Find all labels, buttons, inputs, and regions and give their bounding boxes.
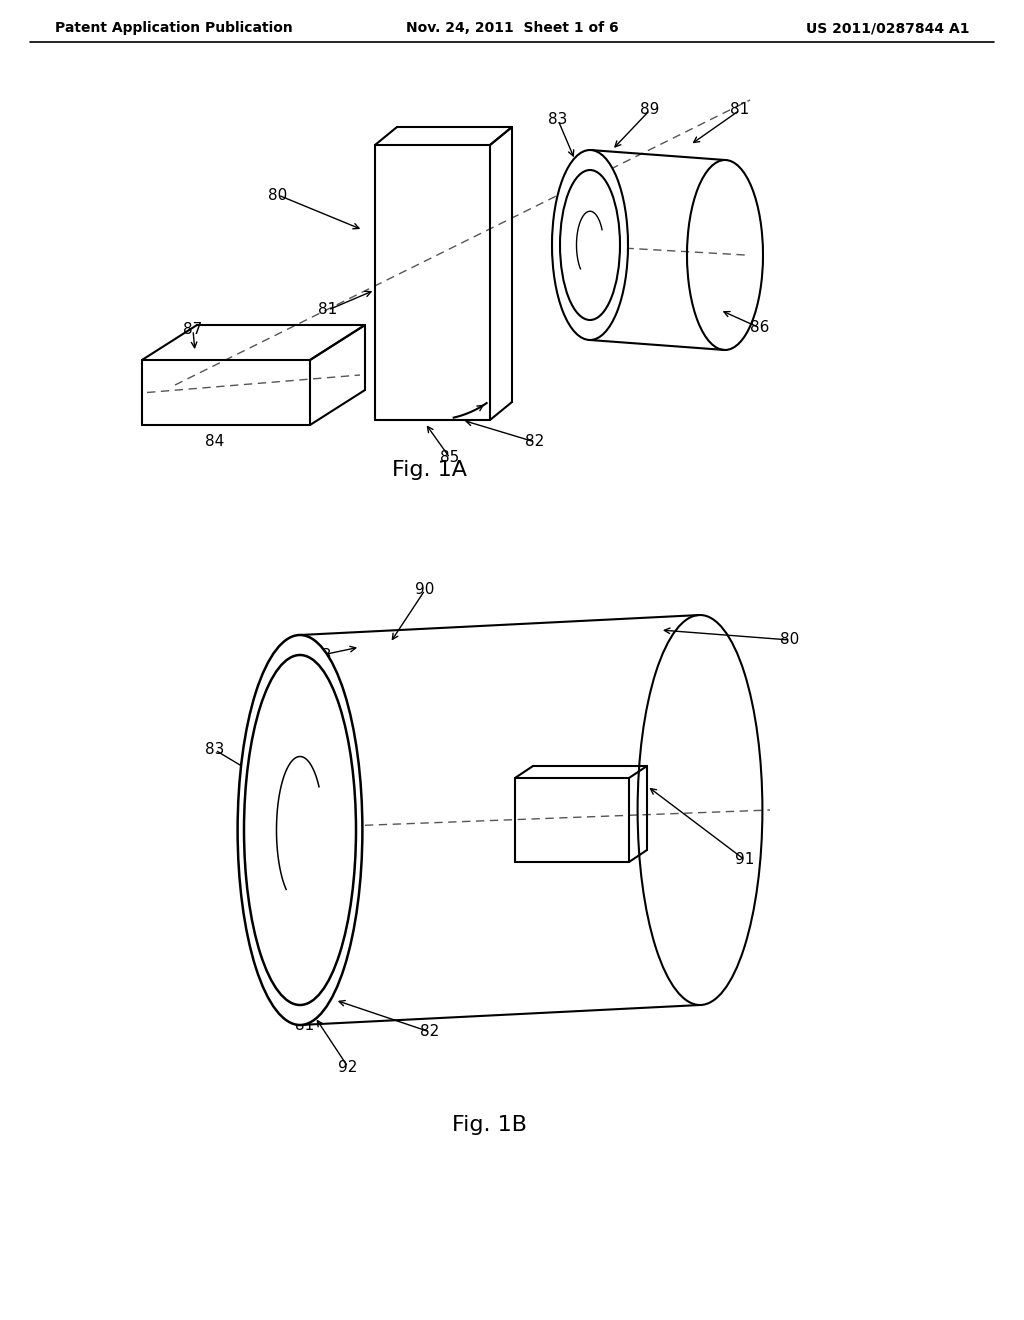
Text: 90: 90 bbox=[416, 582, 434, 598]
Text: 85: 85 bbox=[440, 450, 460, 466]
Text: 89: 89 bbox=[640, 103, 659, 117]
Text: 80: 80 bbox=[780, 632, 800, 648]
Text: Patent Application Publication: Patent Application Publication bbox=[55, 21, 293, 36]
Text: 81: 81 bbox=[295, 1018, 314, 1032]
Text: Fig. 1A: Fig. 1A bbox=[392, 459, 468, 480]
Text: 83: 83 bbox=[206, 742, 224, 758]
Text: 93: 93 bbox=[312, 648, 332, 663]
Text: 82: 82 bbox=[421, 1024, 439, 1040]
Text: 81: 81 bbox=[730, 103, 750, 117]
Text: 81: 81 bbox=[318, 302, 338, 318]
Text: 83: 83 bbox=[548, 112, 567, 128]
Text: 87: 87 bbox=[183, 322, 203, 338]
Ellipse shape bbox=[238, 635, 362, 1026]
Text: 91: 91 bbox=[735, 853, 755, 867]
Text: US 2011/0287844 A1: US 2011/0287844 A1 bbox=[807, 21, 970, 36]
Text: Nov. 24, 2011  Sheet 1 of 6: Nov. 24, 2011 Sheet 1 of 6 bbox=[406, 21, 618, 36]
Ellipse shape bbox=[560, 170, 620, 319]
Text: Fig. 1B: Fig. 1B bbox=[453, 1115, 527, 1135]
Text: 86: 86 bbox=[751, 321, 770, 335]
Text: 84: 84 bbox=[206, 434, 224, 450]
Ellipse shape bbox=[244, 655, 356, 1005]
Text: 92: 92 bbox=[338, 1060, 357, 1074]
Text: 80: 80 bbox=[268, 187, 288, 202]
Text: 82: 82 bbox=[525, 434, 545, 450]
Ellipse shape bbox=[552, 150, 628, 341]
